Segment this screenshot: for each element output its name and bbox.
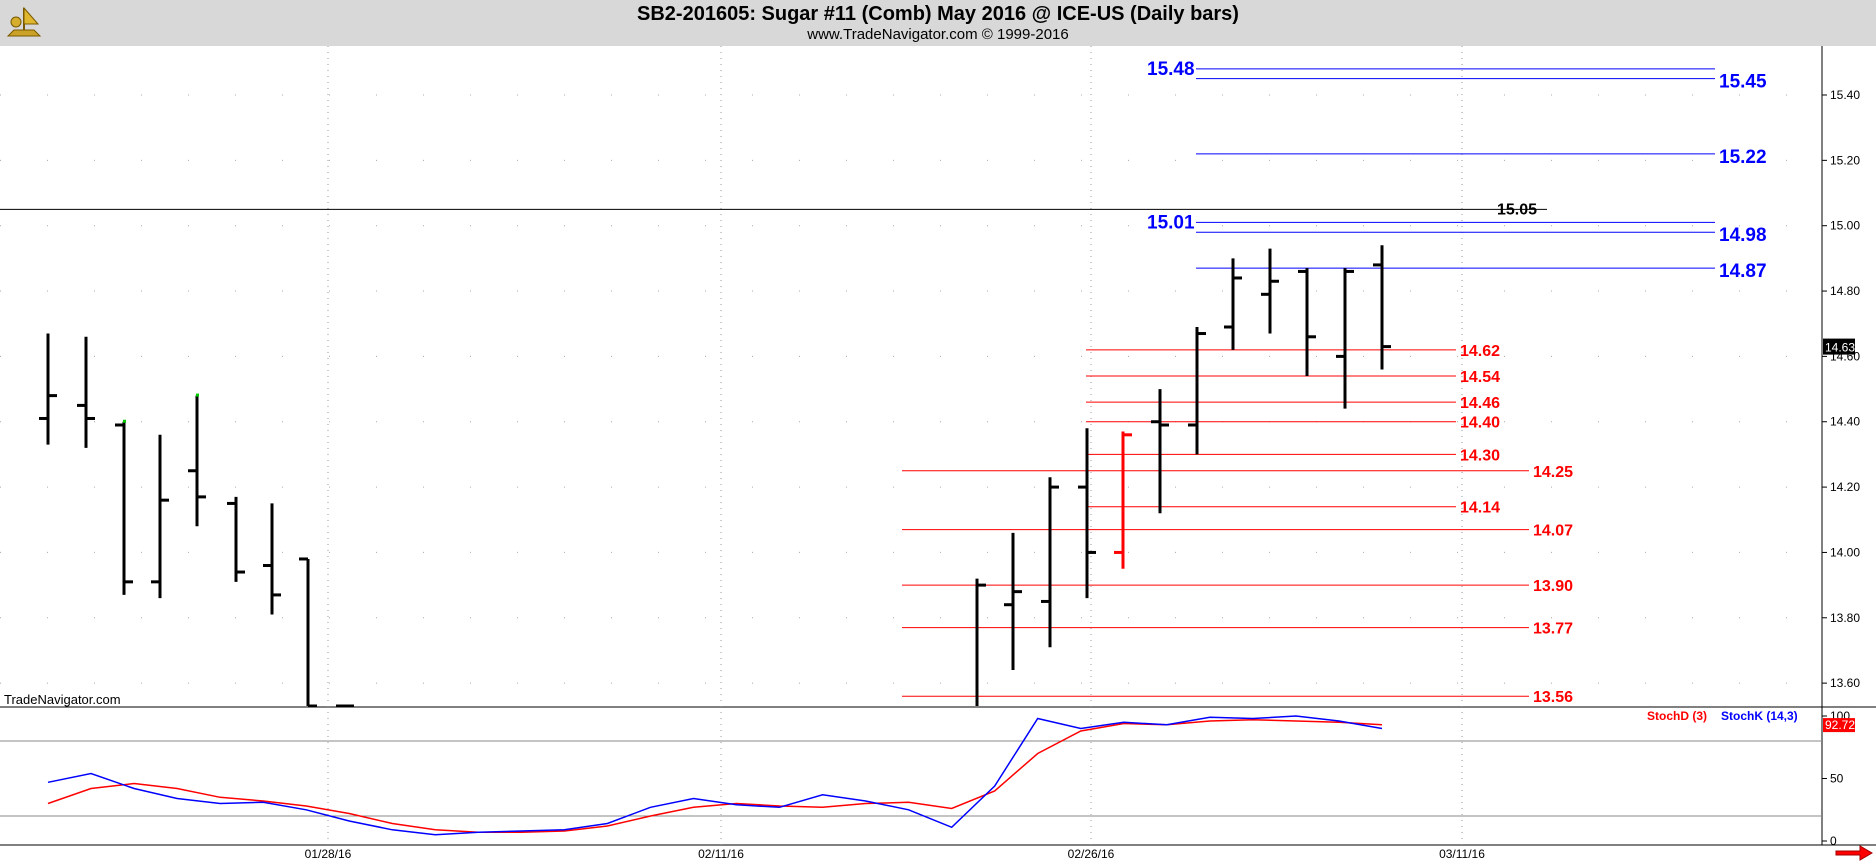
- price-tick-label: 14.20: [1830, 480, 1860, 494]
- up-tick-marker: [123, 419, 126, 423]
- ohlc-bar[interactable]: [227, 496, 245, 582]
- ohlc-bar[interactable]: [1261, 248, 1279, 334]
- price-tick-label: 15.20: [1830, 153, 1860, 167]
- ohlc-bar[interactable]: [1373, 245, 1391, 370]
- price-tick-label: 14.40: [1830, 415, 1860, 429]
- stoch-k-line[interactable]: [47, 715, 1383, 836]
- ohlc-bar[interactable]: [77, 336, 95, 448]
- scroll-right-arrow-icon[interactable]: [1834, 845, 1874, 861]
- ohlc-bar[interactable]: [1041, 477, 1059, 648]
- red-level-label: 14.30: [1460, 447, 1500, 464]
- ohlc-bar[interactable]: [1298, 268, 1316, 376]
- red-level-label: 14.14: [1460, 500, 1500, 517]
- red-level-label: 14.46: [1460, 395, 1500, 412]
- black-level-label: 15.05: [1497, 201, 1537, 218]
- ohlc-bar[interactable]: [151, 434, 169, 599]
- stoch-legend-k: StochK (14,3): [1721, 709, 1798, 723]
- red-level-label: 13.90: [1533, 578, 1573, 595]
- price-tick-label: 14.00: [1830, 545, 1860, 559]
- ohlc-bar[interactable]: [115, 421, 133, 595]
- up-tick-marker: [196, 393, 199, 397]
- ohlc-bar[interactable]: [263, 503, 281, 615]
- red-level-label: 13.77: [1533, 621, 1573, 638]
- red-level-label: 14.25: [1533, 464, 1573, 481]
- date-tick-label: 02/26/16: [1068, 847, 1115, 861]
- blue-level-label: 15.01: [1147, 212, 1195, 233]
- chart-title: SB2-201605: Sugar #11 (Comb) May 2016 @ …: [637, 3, 1239, 25]
- last-price-label: 14.63: [1825, 341, 1855, 355]
- tradenavigator-logo-icon: [6, 6, 42, 37]
- blue-level-label: 15.48: [1147, 59, 1195, 80]
- ohlc-bar[interactable]: [1336, 268, 1354, 409]
- price-tick-label: 15.40: [1830, 88, 1860, 102]
- ohlc-bar[interactable]: [299, 557, 317, 708]
- ohlc-bar[interactable]: [39, 333, 57, 445]
- chart-subtitle: www.TradeNavigator.com © 1999-2016: [807, 26, 1069, 43]
- ohlc-bar[interactable]: [1151, 389, 1169, 514]
- date-tick-label: 02/11/16: [698, 847, 744, 861]
- chart-grid: [0, 46, 1876, 846]
- price-tick-label: 13.80: [1830, 611, 1860, 625]
- watermark-text: TradeNavigator.com: [4, 692, 121, 707]
- red-level-label: 14.07: [1533, 523, 1573, 540]
- date-tick-label: 01/28/16: [305, 847, 352, 861]
- stoch-value-tag: [1823, 718, 1855, 733]
- level-lines: 15.05 15.48 15.45 15.22 15.01 14.98 14.87 14.62…: [0, 59, 1767, 706]
- stoch-d-line[interactable]: [47, 719, 1383, 834]
- ohlc-bar[interactable]: [975, 578, 986, 706]
- ohlc-bar[interactable]: [188, 395, 206, 527]
- date-tick-label: 03/11/16: [1439, 847, 1485, 861]
- ohlc-bar[interactable]: [1188, 326, 1206, 455]
- blue-level-label: 14.87: [1719, 261, 1767, 282]
- stoch-value-label: 92.72: [1825, 718, 1855, 732]
- price-tick-label: 14.80: [1830, 284, 1860, 298]
- ohlc-bar[interactable]: [1078, 428, 1096, 599]
- ohlc-bars[interactable]: [39, 245, 1391, 708]
- red-level-label: 14.54: [1460, 369, 1500, 386]
- stoch-tick-label: 0: [1830, 834, 1837, 848]
- ohlc-bar[interactable]: [1224, 258, 1242, 350]
- stoch-tick-label: 50: [1830, 772, 1844, 786]
- ohlc-bar[interactable]: [1114, 431, 1132, 569]
- last-price-tag: [1823, 338, 1855, 355]
- red-level-label: 14.40: [1460, 415, 1500, 432]
- stoch-legend-d: StochD (3): [1647, 709, 1707, 723]
- ohlc-bar[interactable]: [1004, 532, 1022, 671]
- blue-level-label: 14.98: [1719, 225, 1767, 246]
- price-tick-label: 13.60: [1830, 676, 1860, 690]
- chart-header: [0, 0, 1876, 46]
- red-level-label: 14.62: [1460, 343, 1500, 360]
- price-axis: 01/28/16 02/11/16 02/26/16 03/11/16 13.60 13.…: [305, 88, 1861, 861]
- blue-level-label: 15.45: [1719, 72, 1767, 93]
- red-level-label: 13.56: [1533, 689, 1573, 706]
- blue-level-label: 15.22: [1719, 147, 1767, 168]
- price-tick-label: 15.00: [1830, 219, 1860, 233]
